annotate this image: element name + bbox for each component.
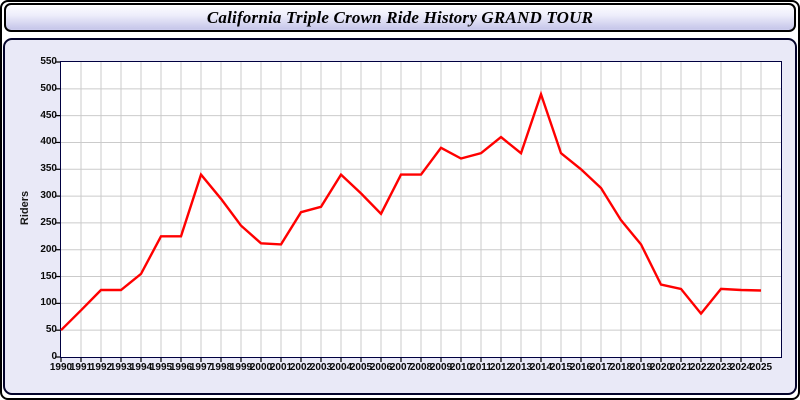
- x-tick-label: 2009: [429, 362, 453, 373]
- x-tick-label: 2007: [389, 362, 413, 373]
- y-tick-label: 100: [40, 297, 57, 309]
- x-tick-label: 2013: [509, 362, 533, 373]
- chart-svg: [55, 61, 781, 362]
- x-tick-label: 1993: [109, 362, 133, 373]
- x-tick-label: 2001: [269, 362, 293, 373]
- y-axis-title: Riders: [19, 190, 31, 226]
- x-tick-label: 1990: [49, 362, 73, 373]
- x-tick-label: 2005: [349, 362, 373, 373]
- x-tick-label: 2012: [489, 362, 513, 373]
- chart-panel: Riders 0 50 100 150 200 250 300 350 400 450 500 550…: [3, 38, 797, 395]
- x-tick-label: 2006: [369, 362, 393, 373]
- x-tick-label: 2008: [409, 362, 433, 373]
- x-tick-label: 1998: [209, 362, 233, 373]
- x-tick-label: 1992: [89, 362, 113, 373]
- y-tick-label: 350: [40, 163, 57, 175]
- x-tick-label: 1991: [69, 362, 93, 373]
- y-tick-label: 400: [40, 136, 57, 148]
- x-tick-label: 2002: [289, 362, 313, 373]
- page-title: California Triple Crown Ride History GRA…: [206, 7, 594, 27]
- x-tick-label: 2010: [449, 362, 473, 373]
- y-tick-label: 300: [40, 190, 57, 202]
- y-tick-label: 550: [40, 56, 57, 67]
- x-tick-label: 2023: [709, 362, 733, 373]
- x-tick-label: 2015: [549, 362, 573, 373]
- x-tick-label: 2020: [649, 362, 673, 373]
- y-tick-label: 200: [40, 243, 57, 255]
- x-tick-label: 2025: [749, 362, 773, 373]
- chart-title-bar: California Triple Crown Ride History GRA…: [4, 3, 796, 32]
- x-tick-label: 2022: [689, 362, 713, 373]
- x-tick-label: 2016: [569, 362, 593, 373]
- x-tick-label: 1995: [149, 362, 173, 373]
- x-tick-label: 2021: [669, 362, 693, 373]
- x-tick-label: 2024: [729, 362, 753, 373]
- x-tick-label: 2014: [529, 362, 553, 373]
- x-tick-label: 2019: [629, 362, 653, 373]
- x-tick-label: 2003: [309, 362, 333, 373]
- plot-area: [55, 61, 782, 362]
- y-tick-label: 150: [40, 270, 57, 282]
- x-tick-label: 2018: [609, 362, 633, 373]
- x-tick-label: 2000: [249, 362, 273, 373]
- x-tick-label: 2017: [589, 362, 613, 373]
- x-tick-label: 1999: [229, 362, 253, 373]
- y-tick-label: 450: [40, 109, 57, 121]
- x-tick-label: 1997: [189, 362, 213, 373]
- x-tick-label: 2011: [470, 362, 492, 373]
- y-tick-label: 500: [40, 82, 57, 94]
- y-tick-label: 0: [51, 351, 57, 362]
- x-tick-label: 2004: [329, 362, 353, 373]
- x-tick-label: 1994: [129, 362, 153, 373]
- y-tick-label: 50: [45, 324, 57, 336]
- x-tick-label: 1996: [169, 362, 193, 373]
- ride-history-line: [60, 90, 762, 332]
- y-tick-label: 250: [40, 216, 57, 228]
